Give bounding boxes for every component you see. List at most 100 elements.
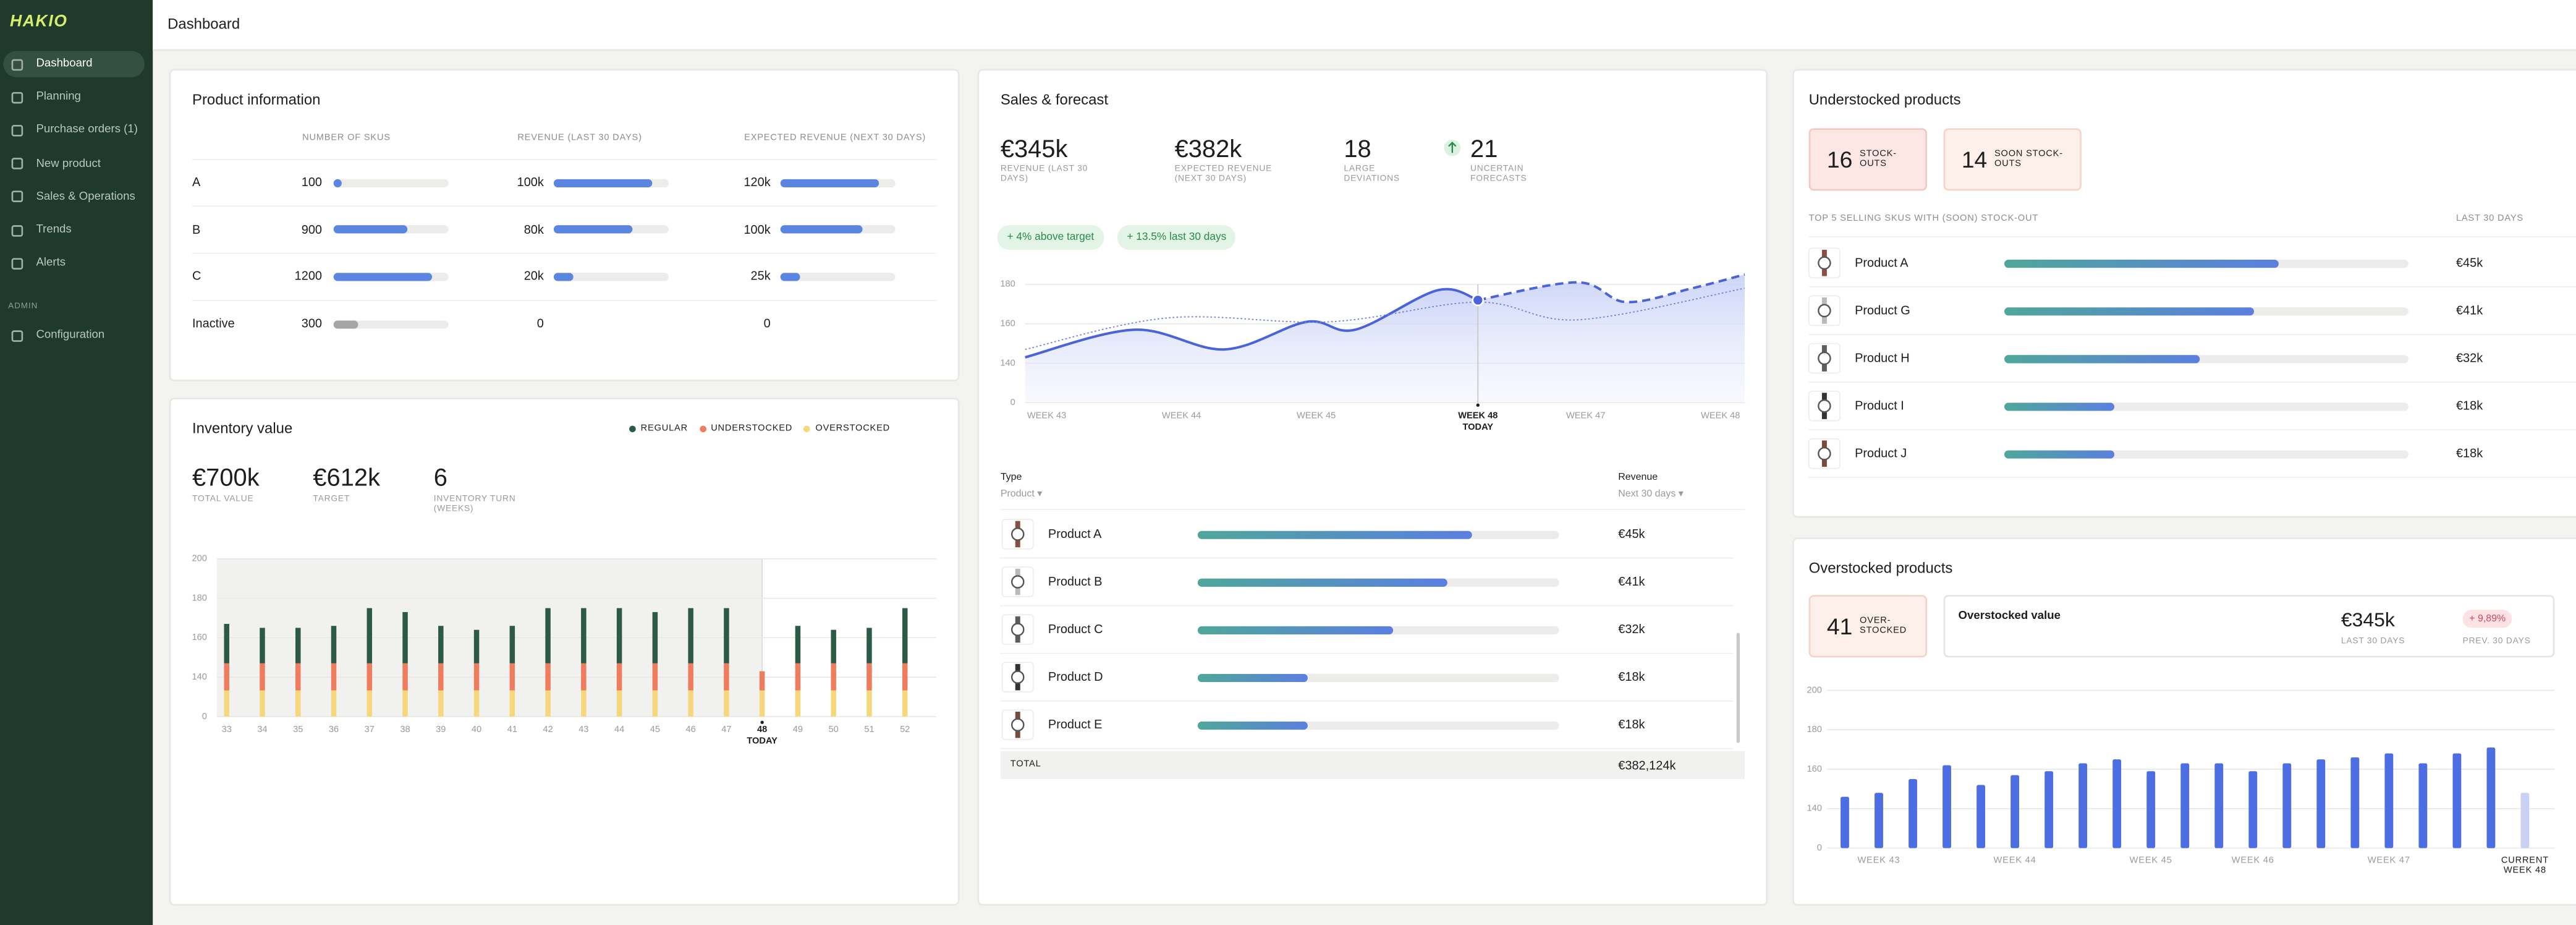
bar xyxy=(1943,765,1951,848)
bar xyxy=(553,272,574,281)
total-row xyxy=(1000,751,1745,779)
thumbnail-dial xyxy=(1010,670,1025,684)
bar-segment xyxy=(295,628,301,663)
bar-segment xyxy=(295,690,301,717)
x-tick-label: 38 xyxy=(400,725,410,735)
badge-label: STOCK-OUTS xyxy=(1860,149,1897,170)
x-tick-label: WEEK 46 xyxy=(2231,856,2274,866)
area xyxy=(1025,289,1478,403)
kpi-label: UNCERTAIN FORECASTS xyxy=(1470,164,1527,184)
x-tick-label: 48 xyxy=(757,725,767,735)
column-filter[interactable]: Product ▾ xyxy=(1000,490,1043,500)
card-title: Inventory value xyxy=(192,420,293,437)
row-name: Inactive xyxy=(192,316,235,331)
bar-segment xyxy=(688,608,693,663)
nav-item[interactable]: Purchase orders (1) xyxy=(36,124,138,137)
bar-track xyxy=(553,225,669,234)
column-filter[interactable]: Next 30 days ▾ xyxy=(1618,490,1684,500)
total-value: €382,124k xyxy=(1618,757,1676,772)
row-name: Product H xyxy=(1855,350,1910,365)
legend-item: REGULAR xyxy=(629,424,688,434)
scrollbar xyxy=(1736,633,1740,743)
bar-track xyxy=(1197,720,1559,729)
bar-segment xyxy=(652,690,658,717)
bar-track xyxy=(553,272,669,281)
kpi-value: 21 xyxy=(1470,135,1498,164)
logo: HAKIO xyxy=(9,13,68,32)
bar-segment xyxy=(331,626,337,663)
row-name: Product G xyxy=(1855,302,1910,318)
row-value: €18k xyxy=(1618,717,1645,732)
bar-segment xyxy=(795,663,801,691)
page-title: Dashboard xyxy=(167,15,240,32)
x-tick-label: WEEK 47 xyxy=(1566,411,1605,420)
bar-track xyxy=(333,178,449,187)
legend-label: UNDERSTOCKED xyxy=(711,424,793,434)
x-tick-label: 33 xyxy=(222,725,232,735)
bar xyxy=(2004,354,2200,363)
bar xyxy=(1197,720,1308,729)
bar-segment xyxy=(866,663,872,691)
legend-swatch xyxy=(803,425,811,433)
bar xyxy=(553,178,651,187)
bar-segment xyxy=(366,608,373,663)
column-title: Type xyxy=(1000,473,1022,484)
bar-track xyxy=(333,272,449,281)
bar-segment xyxy=(759,690,765,717)
bar xyxy=(1197,625,1393,634)
nav-item[interactable]: Dashboard xyxy=(36,58,93,70)
summary-value: €345k xyxy=(2341,608,2395,631)
bar xyxy=(2180,763,2190,848)
row-value: €45k xyxy=(1618,526,1645,542)
row-value: €45k xyxy=(2455,255,2483,270)
cell-value: 100 xyxy=(301,174,322,190)
x-tick-label: 49 xyxy=(793,725,803,735)
bar xyxy=(2418,763,2428,848)
x-tick-label: WEEK 48 xyxy=(1701,411,1740,420)
product-information-card xyxy=(169,69,960,382)
thumbnail-dial xyxy=(1818,399,1831,413)
nav-item[interactable]: Trends xyxy=(36,224,72,236)
bar xyxy=(333,320,358,328)
cell-value: 0 xyxy=(763,316,771,331)
legend: REGULAR UNDERSTOCKED OVERSTOCKED xyxy=(629,424,890,434)
cell-value: 100k xyxy=(744,221,771,237)
nav-item[interactable]: Alerts xyxy=(36,257,66,270)
bar-track xyxy=(2004,306,2409,315)
bar xyxy=(2214,763,2224,848)
row-value: €18k xyxy=(2455,398,2483,413)
x-tick-label: 44 xyxy=(614,725,624,735)
summary-title: Overstocked value xyxy=(1958,610,2061,623)
y-tick-label: 180 xyxy=(1000,279,1015,289)
nav-item[interactable]: New product xyxy=(36,158,101,170)
row-name: Product A xyxy=(1855,255,1909,270)
nav-icon xyxy=(11,257,23,270)
bar-track xyxy=(2004,258,2409,267)
bar xyxy=(2004,306,2255,315)
kpi-label: INVENTORY TURN (WEEKS) xyxy=(433,495,516,514)
column-header: EXPECTED REVENUE (NEXT 30 DAYS) xyxy=(744,133,926,143)
x-tick-label: CURRENT WEEK 48 xyxy=(2501,856,2549,877)
kpi-value: €612k xyxy=(313,464,381,493)
bar xyxy=(2004,450,2114,458)
nav-item[interactable]: Sales & Operations xyxy=(36,191,135,203)
row-name: C xyxy=(192,268,201,284)
kpi-label: REVENUE (LAST 30 DAYS) xyxy=(1000,164,1088,184)
summary-box xyxy=(1943,595,2555,658)
y-tick-label: 140 xyxy=(1000,358,1015,368)
nav-item[interactable]: Planning xyxy=(36,92,81,103)
bar xyxy=(1841,796,1849,848)
today-dot xyxy=(760,720,764,724)
kpi-value: €345k xyxy=(1000,135,1068,164)
bar-segment xyxy=(795,690,801,717)
thumbnail-dial xyxy=(1818,446,1831,461)
x-tick-label: 51 xyxy=(864,725,874,735)
bar-segment xyxy=(724,690,729,717)
thumbnail-dial xyxy=(1010,575,1025,589)
badge-row: + 4% above target + 13.5% last 30 days xyxy=(997,225,1237,250)
nav-item[interactable]: Configuration xyxy=(36,329,105,341)
badge: + 13.5% last 30 days xyxy=(1117,225,1237,250)
bar-segment xyxy=(473,690,480,717)
kpi-value: €382k xyxy=(1174,135,1242,164)
y-tick-label: 160 xyxy=(192,633,207,642)
